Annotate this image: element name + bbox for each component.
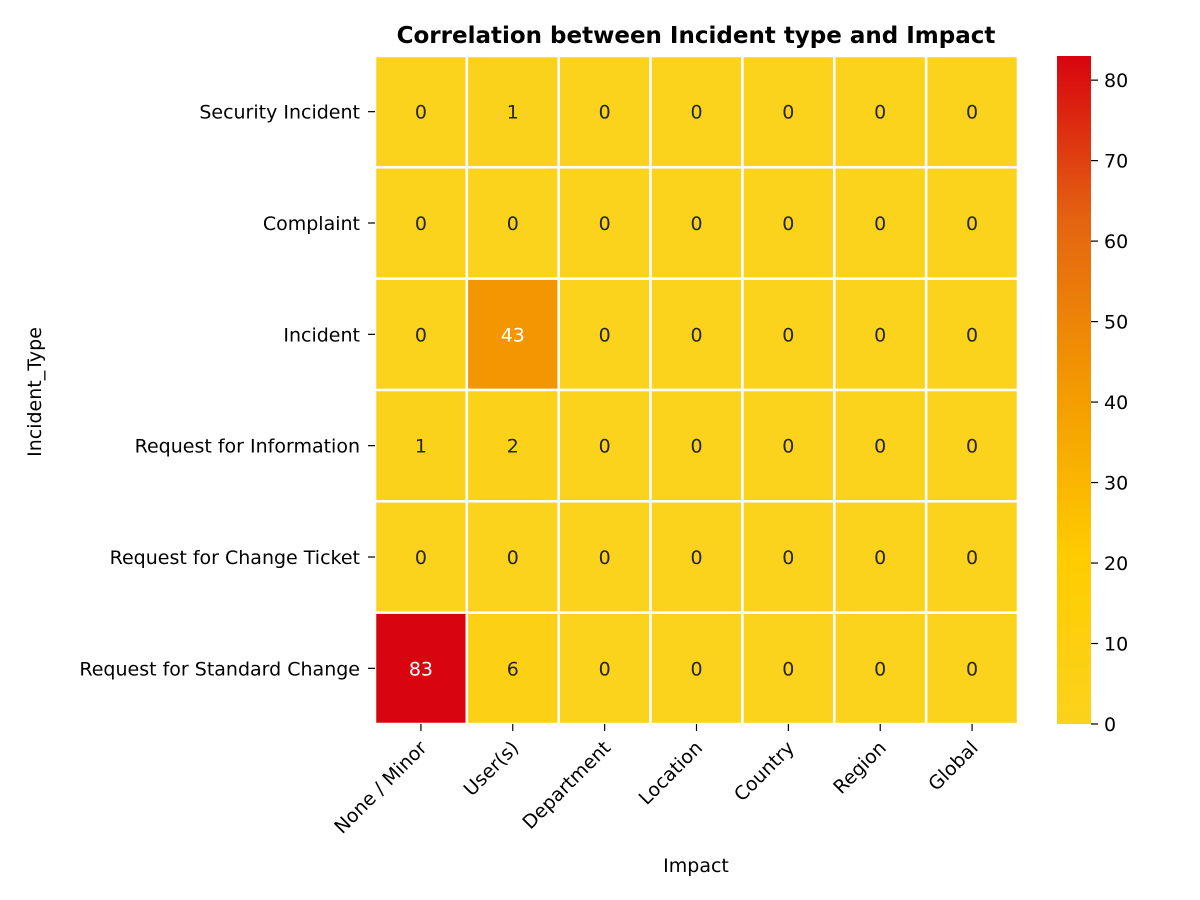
y-tick-label: Request for Information [135, 436, 360, 458]
cell-value-label: 0 [507, 213, 519, 235]
colorbar-tick-label: 0 [1104, 714, 1116, 736]
heatmap-cell-labels: 0 1 0 0 0 0 0 0 0 0 0 0 0 0 0 43 0 0 0 0 0 1 2 0 0 0 0 0 0 0 0 0 0 0 0 83 6 0… [409, 102, 978, 681]
x-tick-label: User(s) [460, 737, 524, 801]
heatmap-cell [373, 388, 469, 503]
cell-value-label: 0 [782, 213, 794, 235]
cell-value-label: 0 [690, 658, 702, 680]
x-tick-label: Country [730, 737, 799, 806]
heatmap-cell [741, 166, 836, 280]
heatmap-cell [833, 388, 928, 503]
cell-value-label: 0 [966, 547, 978, 569]
cell-value-label: 0 [599, 102, 611, 124]
heatmap-cell [741, 611, 836, 726]
colorbar-tick-label: 50 [1104, 312, 1128, 334]
cell-value-label: 0 [415, 324, 427, 346]
y-tick-label: Complaint [263, 213, 360, 235]
colorbar-tick-label: 20 [1104, 553, 1128, 575]
heatmap-cell [465, 277, 560, 392]
y-tick-label: Request for Standard Change [79, 658, 360, 680]
y-tick-label: Incident [283, 324, 360, 346]
colorbar-tick-label: 60 [1104, 231, 1128, 253]
x-tick-label: Location [635, 737, 707, 809]
cell-value-label: 83 [409, 658, 433, 680]
cell-value-label: 0 [966, 213, 978, 235]
cell-value-label: 0 [782, 547, 794, 569]
y-axis-label: Incident_Type [24, 327, 46, 457]
heatmap-cell [465, 388, 560, 503]
cell-value-label: 0 [599, 547, 611, 569]
heatmap-cell [557, 500, 652, 614]
heatmap-cell [924, 388, 1020, 503]
heatmap-cell [373, 500, 469, 614]
cell-value-label: 0 [690, 436, 702, 458]
colorbar-ticks: 0 10 20 30 40 50 60 70 80 [1091, 70, 1128, 736]
heatmap-cell [924, 166, 1020, 280]
cell-value-label: 0 [690, 102, 702, 124]
cell-value-label: 43 [501, 324, 525, 346]
heatmap-cell [833, 54, 928, 169]
colorbar-tick-label: 40 [1104, 392, 1128, 414]
cell-value-label: 0 [599, 436, 611, 458]
cell-value-label: 0 [415, 102, 427, 124]
cell-value-label: 0 [874, 436, 886, 458]
colorbar-tick-label: 80 [1104, 70, 1128, 92]
cell-value-label: 0 [966, 658, 978, 680]
cell-value-label: 0 [599, 658, 611, 680]
cell-value-label: 0 [782, 324, 794, 346]
heatmap-cell [465, 611, 560, 726]
y-tick-label: Security Incident [199, 102, 360, 124]
x-tick-label: Region [829, 737, 891, 799]
cell-value-label: 0 [415, 547, 427, 569]
cell-value-label: 0 [415, 213, 427, 235]
cell-value-label: 1 [415, 436, 427, 458]
x-axis-label: Impact [663, 855, 729, 877]
heatmap-cell [833, 277, 928, 392]
cell-value-label: 0 [874, 102, 886, 124]
cell-value-label: 0 [599, 324, 611, 346]
cell-value-label: 0 [599, 213, 611, 235]
cell-value-label: 0 [874, 547, 886, 569]
x-tick-label: Department [518, 737, 615, 834]
x-axis-ticks: None / Minor User(s)Department Location Cou… [330, 724, 983, 838]
y-tick-label: Request for Change Ticket [110, 547, 360, 569]
x-tick-label: None / Minor [330, 737, 431, 838]
heatmap-cell [924, 611, 1020, 726]
heatmap-cells [373, 54, 1020, 726]
colorbar-tick-label: 70 [1104, 151, 1128, 173]
cell-value-label: 0 [690, 324, 702, 346]
colorbar-tick-label: 10 [1104, 634, 1128, 656]
cell-value-label: 0 [782, 436, 794, 458]
cell-value-label: 0 [507, 547, 519, 569]
heatmap-cell [557, 277, 652, 392]
heatmap-cell [649, 277, 744, 392]
cell-value-label: 2 [507, 436, 519, 458]
cell-value-label: 0 [782, 102, 794, 124]
cell-value-label: 0 [966, 436, 978, 458]
heatmap-cell [465, 54, 560, 169]
x-tick-label: Global [924, 737, 982, 795]
y-axis-ticks: Security Incident Complaint Incident Reques… [79, 102, 375, 680]
chart-title: Correlation between Incident type and Im… [397, 23, 996, 49]
cell-value-label: 6 [507, 658, 519, 680]
heatmap-cell [924, 277, 1020, 392]
cell-value-label: 1 [507, 102, 519, 124]
cell-value-label: 0 [874, 324, 886, 346]
cell-value-label: 0 [782, 658, 794, 680]
heatmap-cell [557, 166, 652, 280]
cell-value-label: 0 [874, 213, 886, 235]
colorbar [1057, 56, 1091, 724]
heatmap-cell [741, 277, 836, 392]
heatmap-cell [373, 611, 469, 726]
cell-value-label: 0 [874, 658, 886, 680]
cell-value-label: 0 [966, 102, 978, 124]
colorbar-tick-label: 30 [1104, 473, 1128, 495]
cell-value-label: 0 [690, 213, 702, 235]
cell-value-label: 0 [966, 324, 978, 346]
cell-value-label: 0 [690, 547, 702, 569]
